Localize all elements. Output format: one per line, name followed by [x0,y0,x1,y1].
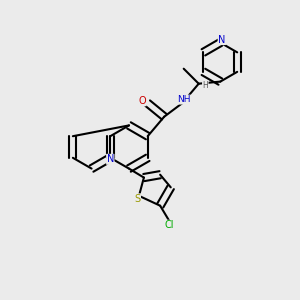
Text: Cl: Cl [164,220,174,230]
Text: S: S [134,194,141,204]
Text: NH: NH [177,95,190,104]
Text: N: N [106,154,114,164]
Text: N: N [218,34,226,45]
Text: O: O [139,96,146,106]
Text: H: H [202,81,208,90]
